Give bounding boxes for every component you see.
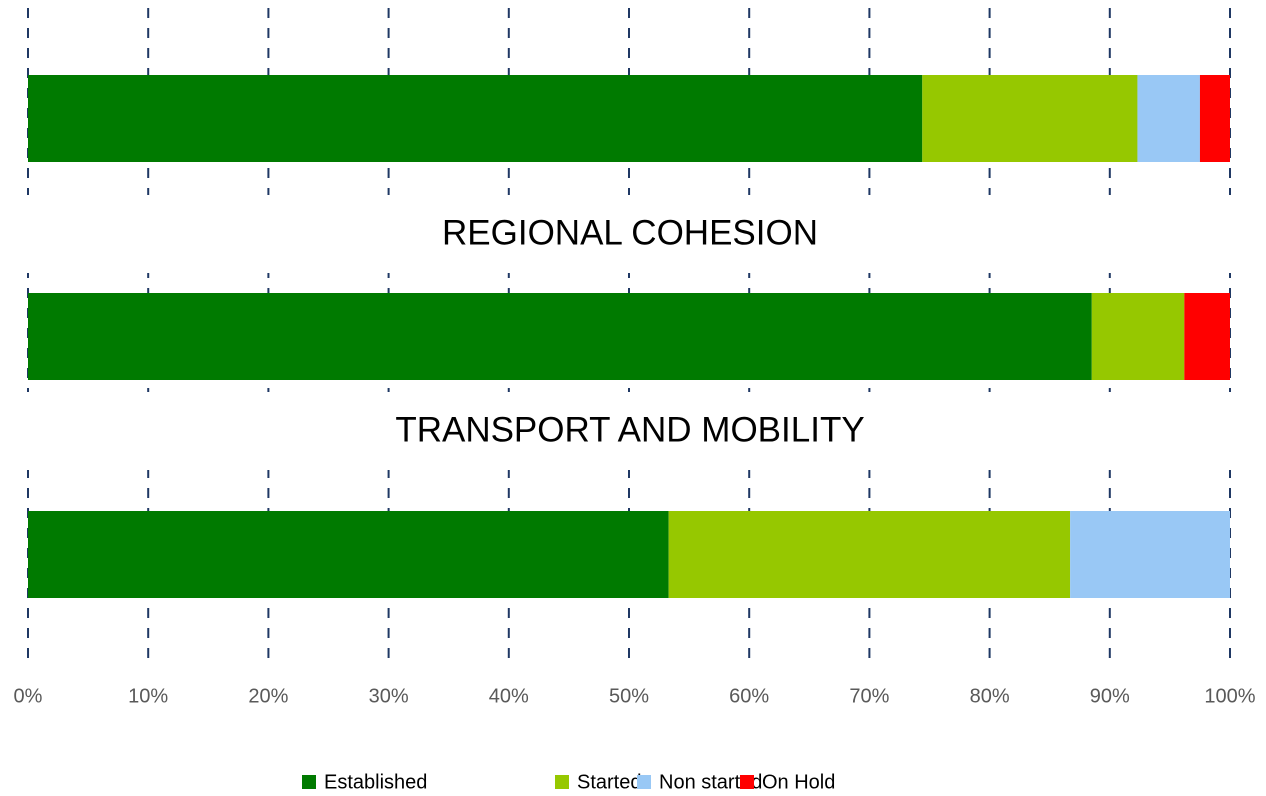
bar-segment	[1199, 75, 1230, 162]
bar-segment	[668, 511, 1071, 598]
legend-label: Non started	[659, 771, 762, 793]
bar-segment	[1137, 75, 1200, 162]
label-band	[0, 392, 1266, 470]
legend-label: Started	[577, 771, 641, 793]
bar-segment	[1070, 511, 1230, 598]
legend-label: Established	[324, 771, 427, 793]
x-tick-label: 80%	[970, 685, 1010, 707]
bar-segment	[28, 75, 923, 162]
legend-swatch	[302, 775, 316, 789]
label-band	[0, 195, 1266, 273]
x-tick-label: 100%	[1204, 685, 1255, 707]
x-tick-label: 0%	[14, 685, 43, 707]
category-label: REGIONAL COHESION	[442, 213, 818, 252]
bar-segment	[1091, 293, 1185, 380]
x-tick-label: 20%	[248, 685, 288, 707]
bar-segment	[28, 293, 1092, 380]
bar-segment	[1184, 293, 1230, 380]
legend-swatch	[740, 775, 754, 789]
category-label: TRANSPORT AND MOBILITY	[395, 410, 864, 449]
x-tick-label: 70%	[849, 685, 889, 707]
legend-swatch	[637, 775, 651, 789]
legend-swatch	[555, 775, 569, 789]
x-tick-label: 60%	[729, 685, 769, 707]
x-tick-label: 50%	[609, 685, 649, 707]
legend-label: On Hold	[762, 771, 835, 793]
bar-segment	[28, 511, 669, 598]
x-tick-label: 40%	[489, 685, 529, 707]
x-tick-label: 90%	[1090, 685, 1130, 707]
x-tick-label: 30%	[369, 685, 409, 707]
x-tick-label: 10%	[128, 685, 168, 707]
bar-segment	[922, 75, 1138, 162]
